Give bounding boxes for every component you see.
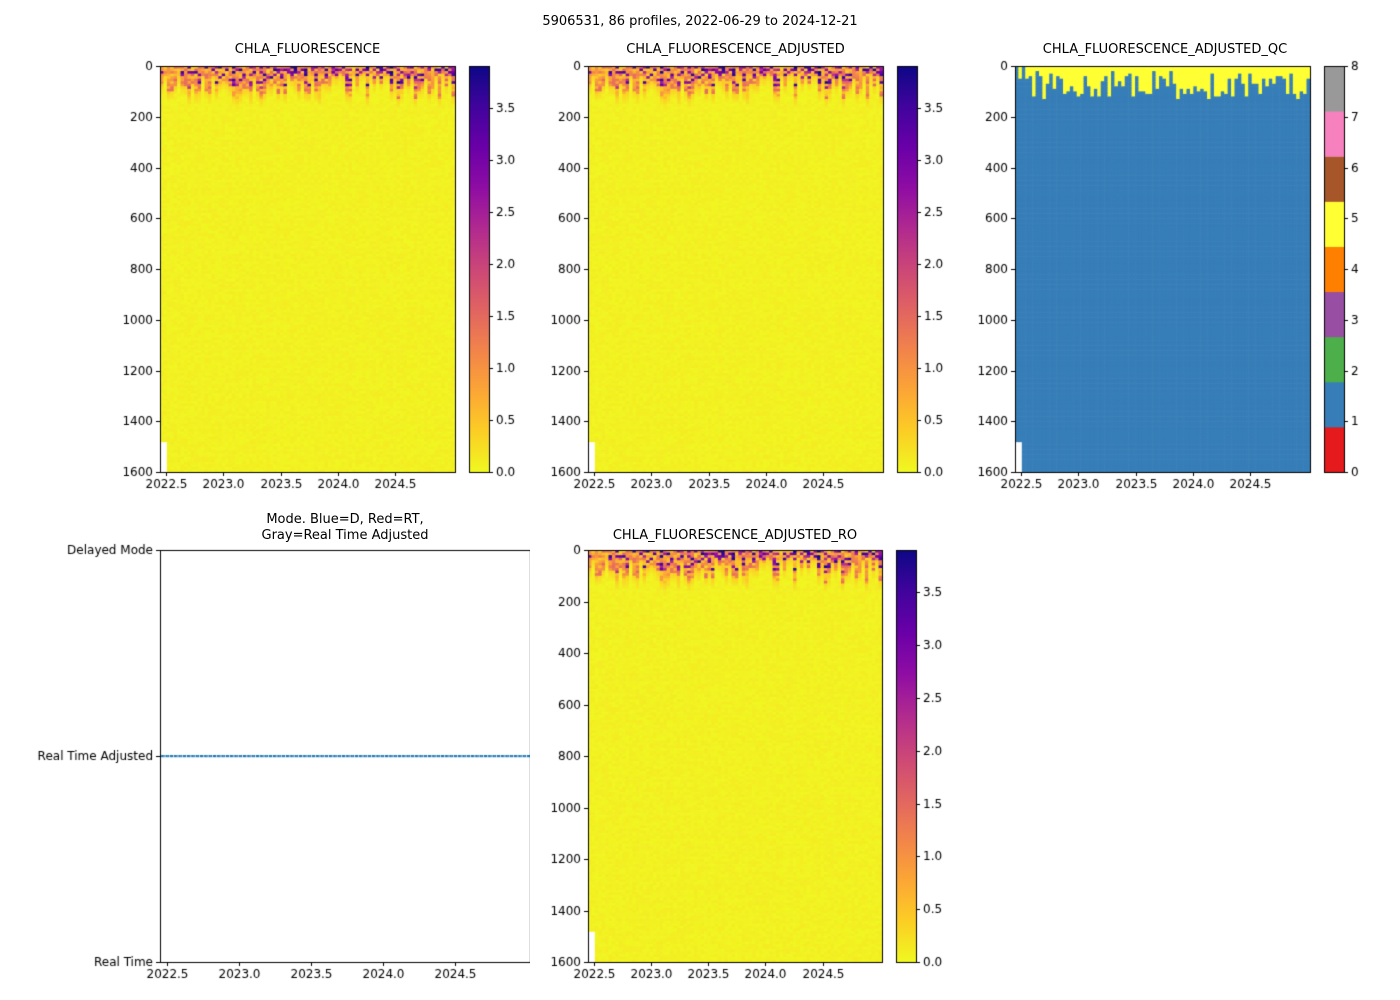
mode-plot-canvas [10,542,542,992]
chart-title-chla-fluorescence-adjusted-qc: CHLA_FLUORESCENCE_ADJUSTED_QC [1042,42,1288,57]
chart-title-chla-fluorescence-adjusted-ro: CHLA_FLUORESCENCE_ADJUSTED_RO [612,528,858,543]
mode-title-line-1: Mode. Blue=D, Red=RT, [266,512,424,527]
chart-title-chla-fluorescence: CHLA_FLUORESCENCE [234,42,381,57]
chla-fluorescence-adjusted-heatmap-canvas [530,58,953,502]
mode-title-line-2: Gray=Real Time Adjusted [261,528,429,543]
chart-title-mode: Mode. Blue=D, Red=RT, Gray=Real Time Adju… [160,512,530,544]
chla-fluorescence-adjusted-qc-heatmap-canvas [957,58,1380,502]
chla-fluorescence-adjusted-ro-heatmap-canvas [530,542,952,992]
chla-fluorescence-heatmap-canvas [102,58,525,502]
figure-title: 5906531, 86 profiles, 2022-06-29 to 2024… [542,14,858,29]
chart-title-chla-fluorescence-adjusted: CHLA_FLUORESCENCE_ADJUSTED [626,42,845,57]
